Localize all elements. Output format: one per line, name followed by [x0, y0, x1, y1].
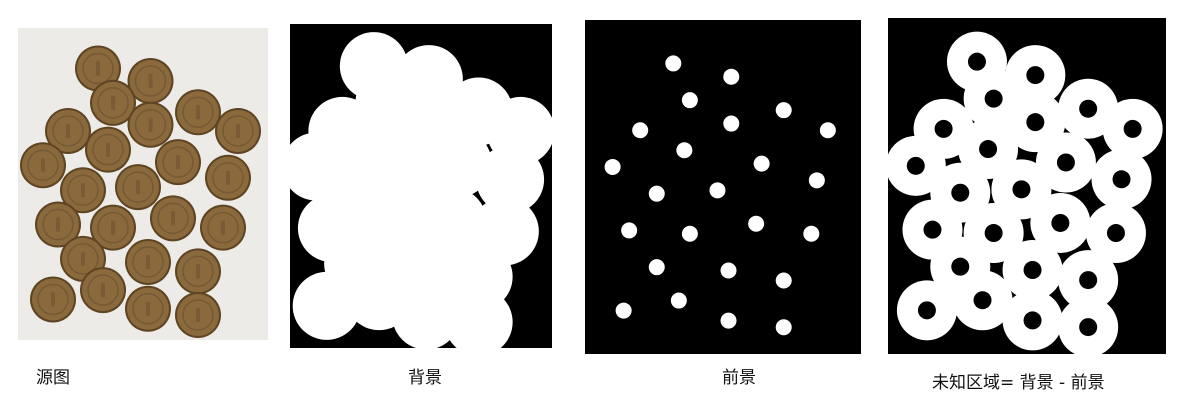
foreground-mask	[604, 55, 836, 336]
hole-2	[1026, 66, 1045, 85]
fg-dot-19	[720, 262, 737, 279]
fg-dot-5	[723, 115, 740, 132]
hole-3	[984, 89, 1003, 108]
fg-dot-22	[670, 292, 687, 309]
unknown-region-mask	[888, 31, 1163, 354]
fg-dot-2	[723, 68, 740, 85]
fg-dot-9	[604, 158, 621, 175]
hole-1	[967, 52, 986, 71]
fg-dot-18	[648, 259, 665, 276]
hole-11	[1112, 170, 1131, 189]
hole-6	[1079, 99, 1098, 118]
hole-19	[1023, 261, 1042, 279]
hole-12	[951, 183, 970, 202]
background-mask-image	[290, 24, 552, 348]
fg-dot-15	[681, 225, 698, 242]
fg-dot-23	[720, 312, 737, 329]
coins-photo	[20, 45, 261, 339]
fg-dot-16	[748, 215, 765, 232]
hole-15	[984, 224, 1003, 243]
fg-dot-17	[803, 225, 820, 242]
fg-dot-3	[681, 92, 698, 109]
hole-13	[1012, 180, 1031, 199]
fg-dot-13	[709, 182, 726, 199]
hole-10	[1056, 153, 1075, 172]
mask-blob-11	[476, 145, 545, 214]
hole-16	[1051, 213, 1070, 232]
caption-background: 背景	[408, 368, 442, 388]
background-mask	[290, 32, 552, 348]
mask-blob-24	[444, 288, 513, 348]
fg-dot-11	[808, 172, 825, 189]
fg-dot-6	[775, 102, 792, 119]
hole-21	[917, 301, 936, 320]
fg-dot-4	[632, 122, 649, 139]
hole-24	[1079, 318, 1098, 337]
hole-4	[934, 119, 953, 138]
caption-foreground: 前景	[722, 368, 756, 388]
hole-22	[973, 291, 992, 310]
fg-dot-1	[665, 55, 682, 72]
hole-8	[979, 140, 998, 159]
unknown-region-image	[888, 18, 1166, 354]
mask-blob-21	[292, 271, 361, 340]
caption-unknown-region: 未知区域= 背景 - 前景	[932, 373, 1105, 393]
fg-dot-12	[648, 185, 665, 202]
caption-source: 源图	[36, 368, 70, 388]
fg-dot-10	[753, 155, 770, 172]
hole-9	[906, 156, 925, 175]
fg-dot-21	[615, 302, 632, 319]
hole-23	[1023, 311, 1042, 330]
hole-18	[951, 257, 970, 276]
fg-dot-7	[819, 122, 836, 139]
foreground-mask-image	[585, 20, 861, 354]
fg-dot-24	[775, 319, 792, 336]
hole-17	[1106, 224, 1125, 243]
fg-dot-20	[775, 272, 792, 289]
hole-14	[923, 220, 942, 239]
hole-20	[1079, 271, 1098, 290]
hole-7	[1123, 119, 1142, 138]
fg-dot-8	[676, 142, 693, 159]
source-image	[18, 28, 268, 340]
fg-dot-14	[621, 222, 638, 239]
hole-5	[1026, 113, 1045, 132]
mask-blob-23	[392, 281, 461, 348]
